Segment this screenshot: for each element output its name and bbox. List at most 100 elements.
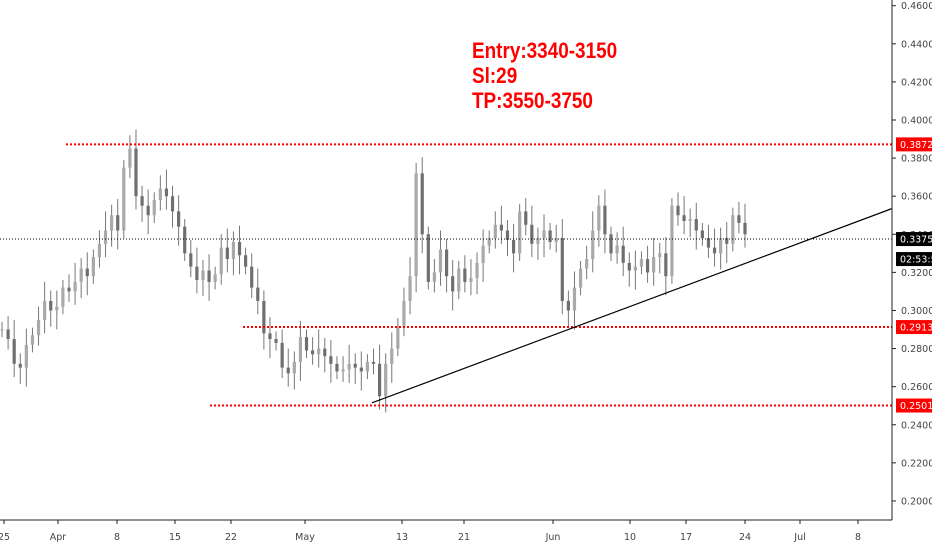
candle-body — [548, 230, 552, 242]
candle-body — [377, 363, 382, 397]
candle-body — [134, 148, 138, 197]
candle-body — [658, 253, 662, 258]
candle-body — [572, 287, 577, 311]
candle-body — [85, 268, 89, 277]
time-tick-label: 24 — [739, 532, 751, 543]
candle-body — [420, 173, 424, 235]
candle-body — [103, 230, 108, 244]
candle-body — [615, 245, 619, 254]
candle-body — [475, 262, 479, 279]
candle-body — [737, 215, 741, 223]
time-tick-label: 25 — [0, 532, 10, 543]
candle-body — [91, 257, 95, 277]
candle-body — [177, 211, 181, 227]
countdown-tag-background — [896, 252, 932, 267]
candle-body — [566, 300, 570, 311]
candle-body — [97, 243, 102, 258]
price-tick-label: 0.4200 — [901, 77, 932, 88]
price-tick-label: 0.4600 — [901, 1, 932, 12]
candle-body — [6, 329, 10, 340]
candle-body — [61, 287, 65, 307]
candle-body — [256, 287, 260, 301]
candle-body — [493, 224, 497, 239]
candle-body — [627, 262, 631, 271]
time-tick-label: 13 — [396, 532, 408, 543]
candle-body — [268, 333, 272, 340]
candle-body — [18, 363, 22, 368]
candle-body — [706, 238, 711, 248]
time-tick-label: 10 — [624, 532, 636, 543]
candle-body — [390, 348, 394, 364]
candle-body — [0, 329, 4, 331]
price-tick-label: 0.3200 — [901, 268, 932, 279]
time-tick-label: 8 — [114, 532, 120, 543]
candle-body — [262, 300, 266, 334]
candle-body — [609, 234, 613, 254]
candle-body — [402, 300, 406, 326]
candle-body — [347, 363, 351, 370]
candle-body — [426, 234, 430, 282]
candle-body — [12, 339, 16, 364]
candle-body — [116, 215, 120, 231]
candle-body — [189, 253, 193, 267]
candle-body — [365, 361, 370, 372]
price-tags: 0.3872 0.2913 0.2501 0.3375 02:53:50 — [896, 137, 932, 413]
candle-body — [170, 196, 175, 212]
candle-body — [432, 272, 437, 282]
price-tick-label: 0.2400 — [901, 420, 932, 431]
level-price-tag-background — [896, 398, 932, 413]
candle-body — [743, 222, 747, 235]
candle-body — [146, 205, 150, 216]
candle-body — [310, 350, 315, 355]
candle-body — [645, 259, 650, 273]
candle-body — [371, 361, 376, 364]
time-axis[interactable]: 25 Apr 8 15 22 May 13 21 Jun 10 17 24 Jul 8 — [0, 520, 861, 543]
candle-body — [505, 230, 510, 240]
candle-body — [298, 337, 303, 362]
time-tick-label: May — [295, 532, 315, 543]
candle-body — [700, 230, 704, 239]
candle-body — [585, 259, 589, 269]
candle-body — [201, 270, 205, 280]
level-price-tag: 0.2501 — [900, 401, 932, 412]
candle-body — [152, 200, 156, 216]
candle-body — [24, 344, 28, 368]
time-tick-label: 17 — [680, 532, 692, 543]
candle-body — [396, 325, 400, 349]
candle-body — [591, 230, 595, 260]
time-tick-label: 21 — [458, 532, 470, 543]
last-price-tag: 0.3375 — [900, 235, 932, 246]
price-tick-label: 0.3600 — [901, 192, 932, 203]
candle-body — [219, 247, 223, 275]
candle-body — [469, 278, 473, 282]
candle-body — [414, 173, 418, 277]
candle-body — [280, 342, 284, 368]
candle-body — [688, 219, 692, 221]
candle-body — [670, 205, 674, 277]
level-price-tag: 0.2913 — [900, 323, 932, 334]
level-price-tag-background — [896, 137, 932, 152]
take-profit-text: TP:3550-3750 — [472, 88, 593, 113]
candle-body — [43, 300, 47, 320]
entry-text: Entry:3340-3150 — [472, 38, 618, 63]
candle-body — [195, 266, 199, 280]
candle-body — [463, 268, 467, 282]
candle-body — [664, 253, 668, 277]
candle-body — [274, 339, 278, 343]
candle-body — [438, 249, 443, 273]
levels-layer — [66, 143, 892, 407]
candle-body — [499, 224, 503, 231]
stop-loss-text: Sl:29 — [472, 63, 518, 88]
price-tick-label: 0.2000 — [901, 496, 932, 507]
candle-body — [487, 238, 491, 246]
candle-body — [250, 266, 254, 288]
candle-body — [408, 276, 412, 301]
trendline[interactable] — [371, 208, 893, 404]
candle-body — [231, 241, 236, 260]
candle-body — [536, 238, 540, 244]
time-tick-label: Apr — [50, 532, 67, 543]
candle-body — [359, 367, 363, 372]
candle-body — [731, 215, 735, 244]
candle-body — [524, 211, 528, 225]
